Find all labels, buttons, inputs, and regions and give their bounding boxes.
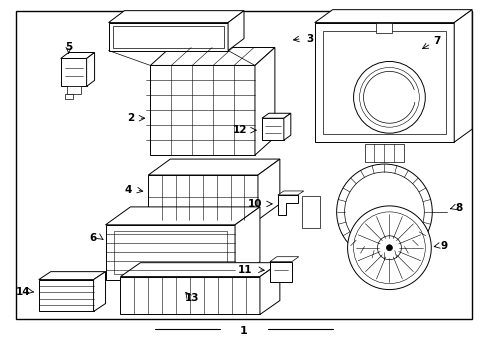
- Circle shape: [353, 62, 425, 133]
- Polygon shape: [120, 263, 279, 276]
- Polygon shape: [262, 118, 283, 140]
- Polygon shape: [105, 207, 260, 225]
- Text: 2: 2: [126, 113, 134, 123]
- Polygon shape: [314, 10, 471, 23]
- Bar: [66, 86, 81, 94]
- Polygon shape: [269, 257, 298, 262]
- Polygon shape: [150, 48, 274, 66]
- Polygon shape: [258, 159, 279, 220]
- Polygon shape: [108, 11, 244, 23]
- Circle shape: [386, 245, 392, 251]
- Text: 10: 10: [247, 199, 262, 209]
- Polygon shape: [86, 53, 94, 86]
- Polygon shape: [61, 58, 86, 86]
- Polygon shape: [93, 272, 105, 311]
- Text: 14: 14: [16, 287, 30, 297]
- Text: 12: 12: [232, 125, 247, 135]
- Polygon shape: [39, 280, 93, 311]
- Circle shape: [344, 172, 424, 252]
- Text: 6: 6: [89, 233, 96, 243]
- Text: 8: 8: [455, 203, 462, 213]
- Bar: [301, 196, 319, 228]
- Bar: [364, 144, 404, 162]
- Circle shape: [336, 164, 431, 260]
- Polygon shape: [314, 23, 453, 142]
- Text: 3: 3: [305, 33, 313, 44]
- Circle shape: [347, 206, 430, 289]
- Text: 13: 13: [184, 293, 199, 302]
- Polygon shape: [254, 48, 274, 155]
- Polygon shape: [269, 262, 291, 282]
- Polygon shape: [227, 11, 244, 50]
- Polygon shape: [148, 175, 258, 220]
- Text: 4: 4: [124, 185, 132, 195]
- Polygon shape: [235, 207, 260, 280]
- Bar: [64, 94, 73, 99]
- Polygon shape: [262, 113, 290, 118]
- Polygon shape: [61, 53, 94, 58]
- Polygon shape: [105, 225, 235, 280]
- Polygon shape: [150, 66, 254, 155]
- Text: 11: 11: [237, 265, 252, 275]
- Polygon shape: [120, 276, 260, 315]
- Circle shape: [353, 212, 425, 284]
- Bar: [16, 11, 471, 319]
- Circle shape: [359, 67, 419, 127]
- Polygon shape: [453, 10, 471, 142]
- Polygon shape: [260, 263, 279, 315]
- Bar: [113, 231, 226, 274]
- Polygon shape: [277, 191, 303, 195]
- Polygon shape: [277, 195, 297, 215]
- Polygon shape: [108, 23, 227, 50]
- Polygon shape: [283, 113, 290, 140]
- Text: 7: 7: [433, 36, 440, 46]
- Bar: [376, 23, 392, 32]
- Text: 5: 5: [65, 41, 72, 51]
- Text: 9: 9: [440, 241, 447, 251]
- Polygon shape: [148, 159, 279, 175]
- Polygon shape: [39, 272, 105, 280]
- Bar: [322, 31, 446, 134]
- Text: 1: 1: [240, 327, 247, 336]
- Polygon shape: [112, 26, 224, 48]
- Circle shape: [377, 236, 401, 260]
